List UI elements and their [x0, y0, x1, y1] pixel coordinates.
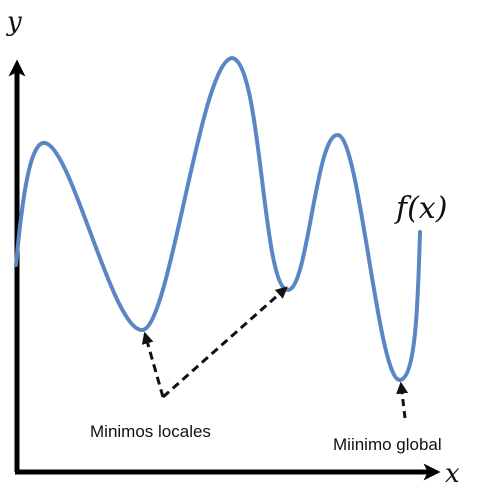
x-axis-label: x — [445, 459, 460, 489]
function-label: f(x) — [394, 191, 447, 226]
local-min-arrow-right — [162, 286, 288, 399]
function-curve — [14, 56, 422, 382]
global-minimum-label: Miinimo global — [333, 435, 442, 454]
y-axis-label: y — [6, 7, 22, 37]
global-min-arrow — [396, 381, 409, 419]
local-minima-label: Minimos locales — [90, 422, 211, 441]
local-min-arrow-left — [141, 331, 165, 398]
